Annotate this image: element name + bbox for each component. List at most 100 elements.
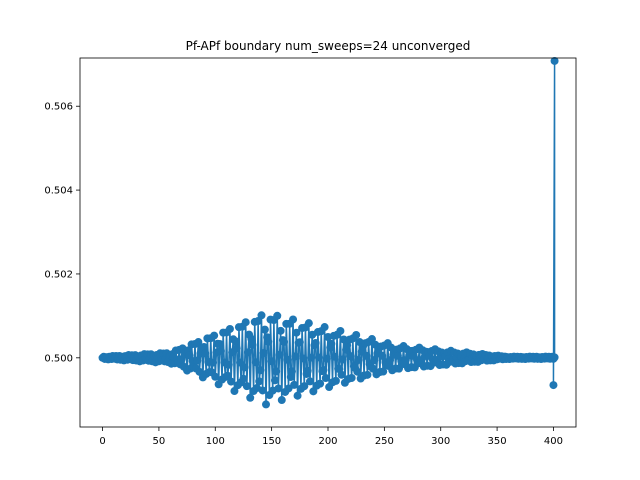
data-point [209,358,218,367]
data-point [200,343,208,352]
data-point [305,377,314,386]
data-point [257,311,266,320]
data-point [211,372,220,381]
data-point [231,337,240,346]
y-tick-label: 0.502 [44,269,73,280]
data-point [224,360,233,369]
data-point [337,370,346,379]
data-point [550,353,559,362]
data-point [303,366,312,375]
data-point [225,324,234,333]
data-point [280,337,289,346]
data-point [258,386,267,395]
data-point [290,380,299,389]
data-point [293,391,302,400]
data-point [264,337,273,346]
data-point [193,356,202,365]
axes-frame [79,57,577,428]
data-point [330,352,339,361]
data-point [311,338,320,347]
plot-area [98,56,559,409]
data-point [322,354,331,363]
y-tick-label: 0.500 [44,353,73,364]
data-point [320,323,329,332]
x-tick-label: 300 [431,436,450,447]
data-point [255,377,264,386]
y-tick-label: 0.506 [44,102,73,113]
data-point [316,379,325,388]
x-tick-label: 50 [153,436,166,447]
x-tick-label: 100 [206,436,225,447]
data-point [241,318,250,327]
data-point [251,358,260,367]
data-point [216,346,225,355]
data-point [262,400,270,409]
data-point [346,352,355,361]
data-point [276,326,285,335]
data-point [283,355,292,364]
data-point [379,367,388,376]
data-point [275,350,284,359]
y-axis: 0.500 0.502 0.504 0.506 [44,102,80,364]
data-point [277,396,286,405]
data-point [327,339,336,348]
data-point [291,352,300,361]
x-tick-label: 200 [318,436,337,447]
data-point [307,353,316,362]
x-tick-label: 0 [99,436,105,447]
data-point [230,387,239,396]
data-point [347,373,356,382]
data-point [210,331,219,340]
data-point [378,351,387,360]
data-point [370,356,379,365]
x-axis: 0 50 100 150 200 250 300 350 400 [99,427,563,447]
data-point [223,371,232,380]
data-point [300,382,309,391]
data-point [353,367,362,376]
data-point [185,351,194,360]
x-tick-label: 400 [544,436,563,447]
data-point [260,325,269,334]
data-point [272,367,281,376]
data-point [239,374,248,383]
data-point [354,355,363,364]
data-point [289,315,298,324]
data-point [295,338,304,347]
data-point [247,334,256,343]
data-point [215,339,224,348]
data-point [242,382,251,391]
data-point [287,367,296,376]
x-tick-label: 250 [375,436,394,447]
data-point [256,366,265,375]
data-point [549,381,558,390]
data-point [321,374,330,383]
x-tick-label: 350 [488,436,507,447]
data-point [274,384,283,393]
data-point [240,363,249,372]
data-point [248,340,257,349]
y-tick-label: 0.504 [44,186,73,197]
data-point [246,393,255,402]
data-point [336,326,345,335]
data-point [299,354,308,363]
data-point [273,311,282,320]
data-point [267,357,276,366]
data-point [194,338,203,347]
data-point [352,330,361,339]
data-point [362,351,371,360]
data-point [319,366,328,375]
data-point [363,370,372,379]
data-point [304,319,313,328]
data-point [259,348,268,357]
x-tick-label: 150 [262,436,281,447]
data-point [232,344,241,353]
chart-title: Pf-APf boundary num_sweeps=24 unconverge… [186,39,471,53]
data-point [201,349,210,358]
data-point [243,348,252,357]
data-point [331,376,340,385]
data-point [271,376,280,385]
data-point [314,353,323,362]
data-point [338,355,347,364]
data-point [550,56,559,65]
